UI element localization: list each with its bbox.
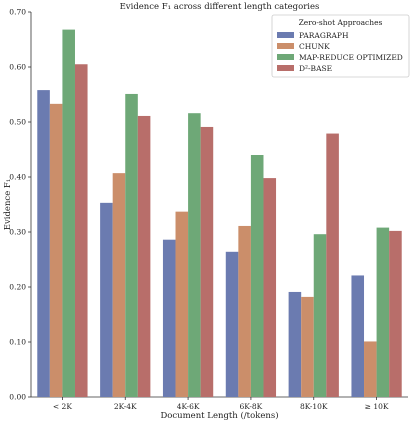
bar-d-base (326, 133, 339, 398)
bar-chunk (175, 211, 189, 397)
bar-d-base (389, 230, 402, 397)
x-tick-label: 2K-4K (114, 402, 137, 411)
bars (37, 29, 402, 398)
legend-entry-label: PARAGRAPH (299, 31, 349, 40)
bar-chunk (112, 173, 126, 397)
bar-map-reduce-optimized (313, 234, 327, 397)
bar-map-reduce-optimized (62, 29, 75, 397)
chart-title: Evidence F₁ across different length cate… (120, 2, 320, 12)
bar-d-base (137, 115, 151, 397)
y-tick-label: 0.60 (9, 63, 26, 72)
y-tick-label: 0.00 (9, 393, 26, 402)
legend-swatch (277, 32, 294, 38)
y-axis-label: Evidence F₁ (3, 179, 13, 230)
bar-paragraph (288, 291, 302, 397)
legend-entry-label: CHUNK (299, 42, 330, 51)
legend-entry-label: D²-BASE (299, 64, 332, 73)
legend-frame (271, 14, 410, 78)
x-tick-label: 4K-6K (177, 402, 200, 411)
bar-chunk (301, 296, 314, 397)
bar-paragraph (162, 239, 176, 397)
bar-map-reduce-optimized (376, 227, 390, 397)
legend-swatch (277, 54, 294, 60)
bar-chunk (238, 225, 251, 397)
bar-paragraph (225, 251, 239, 397)
y-tick-label: 0.70 (9, 8, 26, 17)
bar-paragraph (100, 202, 113, 397)
bar-map-reduce-optimized (125, 93, 138, 397)
x-tick-label: 6K-8K (240, 402, 263, 411)
y-tick-label: 0.10 (9, 338, 26, 347)
bar-map-reduce-optimized (188, 113, 201, 397)
y-tick-label: 0.50 (9, 118, 26, 127)
legend: Zero-shot Approaches PARAGRAPH CHUNK MAP-R… (271, 14, 410, 78)
legend-title: Zero-shot Approaches (299, 18, 383, 27)
legend-swatch (277, 43, 294, 49)
x-tick-label: ≥ 10K (365, 402, 389, 411)
axes: 0.00 0.10 0.20 0.30 0.40 0.50 0.60 0.70 < 2K 2K-4… (9, 8, 408, 411)
legend-entry-label: MAP-REDUCE OPTIMIZED (299, 53, 403, 62)
bar-chunk (49, 103, 63, 397)
x-tick-label: 8K-10K (300, 402, 328, 411)
bar-d-base (263, 178, 277, 397)
bar-paragraph (37, 90, 50, 397)
y-tick-label: 0.30 (9, 228, 26, 237)
x-tick-label: < 2K (53, 402, 72, 411)
bar-chunk (364, 341, 377, 397)
y-tick-label: 0.20 (9, 283, 26, 292)
bar-d-base (200, 126, 214, 397)
legend-swatch (277, 65, 294, 71)
y-tick-label: 0.40 (9, 173, 26, 182)
bar-map-reduce-optimized (250, 155, 264, 397)
x-axis-label: Document Length (/tokens) (160, 410, 278, 421)
bar-paragraph (351, 275, 365, 397)
bar-d-base (74, 64, 88, 397)
